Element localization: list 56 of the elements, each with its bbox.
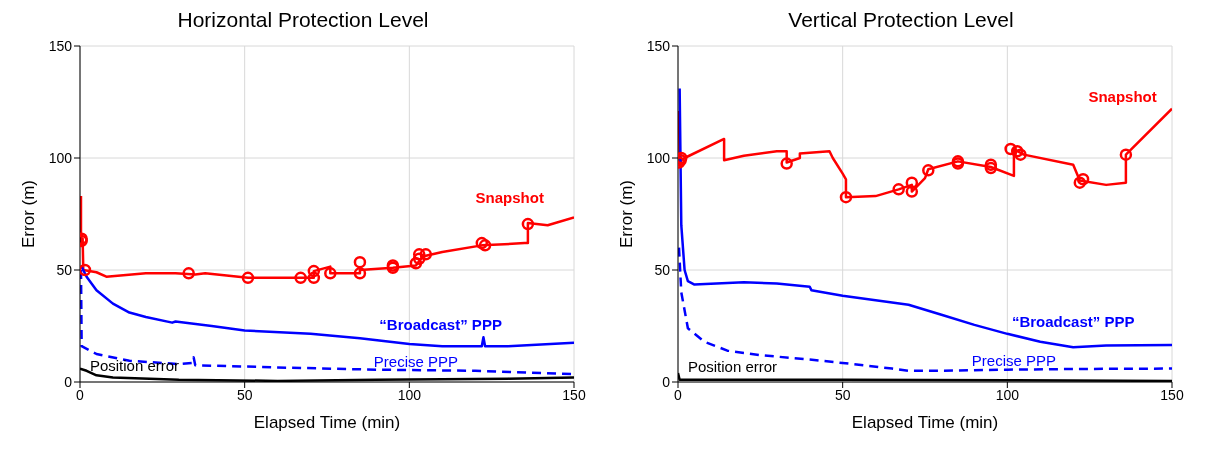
point <box>182 267 195 280</box>
point <box>1004 142 1017 156</box>
point <box>412 248 426 261</box>
y-tick-label: 150 <box>48 37 73 54</box>
point <box>80 263 92 277</box>
x-tick-label: 50 <box>236 386 253 403</box>
point <box>412 252 426 266</box>
y-tick-label: 50 <box>654 261 671 278</box>
point <box>1014 148 1027 161</box>
point <box>307 271 321 285</box>
y-tick-label: 0 <box>662 373 671 390</box>
series-label: Precise PPP <box>971 351 1057 369</box>
series-label: Precise PPP <box>373 353 459 371</box>
x-tick-label: 0 <box>76 386 85 403</box>
series-label: Snapshot <box>475 188 544 206</box>
chart-title: Vertical Protection Level <box>787 8 1015 33</box>
point <box>922 164 935 177</box>
x-tick-label: 0 <box>674 386 683 403</box>
point <box>353 267 367 280</box>
x-axis-title: Elapsed Time (min) <box>253 413 401 432</box>
point <box>1119 148 1133 161</box>
y-tick-label: 100 <box>48 149 73 166</box>
point <box>419 248 433 261</box>
point <box>409 257 423 270</box>
series-label: Snapshot <box>1088 87 1157 105</box>
point <box>905 185 919 198</box>
x-axis-title: Elapsed Time (min) <box>851 413 999 432</box>
y-axis-title: Error (m) <box>617 180 637 248</box>
x-tick-label: 150 <box>562 386 586 403</box>
point <box>307 264 321 278</box>
series-label: Position error <box>89 356 180 374</box>
chart-title: Horizontal Protection Level <box>176 8 430 33</box>
x-tick-label: 100 <box>995 386 1020 403</box>
y-tick-label: 100 <box>646 149 671 166</box>
point <box>984 158 998 171</box>
y-tick-label: 150 <box>646 37 671 54</box>
point <box>984 161 998 175</box>
series-label: “Broadcast” PPP <box>379 316 502 334</box>
point <box>839 190 853 204</box>
y-tick-label: 0 <box>64 373 73 390</box>
point <box>1010 145 1024 158</box>
point <box>324 267 337 280</box>
point <box>294 271 307 285</box>
point <box>521 217 535 231</box>
x-tick-label: 100 <box>397 386 422 403</box>
y-tick-label: 50 <box>56 261 73 278</box>
point <box>353 255 367 269</box>
y-axis-title: Error (m) <box>19 180 39 248</box>
series-label: Position error <box>687 358 778 376</box>
series-label: “Broadcast” PPP <box>1011 313 1135 331</box>
x-tick-label: 150 <box>1160 386 1184 403</box>
x-tick-label: 50 <box>834 386 851 403</box>
point <box>905 176 919 189</box>
point <box>892 183 905 196</box>
point <box>780 157 793 170</box>
point <box>241 271 255 285</box>
